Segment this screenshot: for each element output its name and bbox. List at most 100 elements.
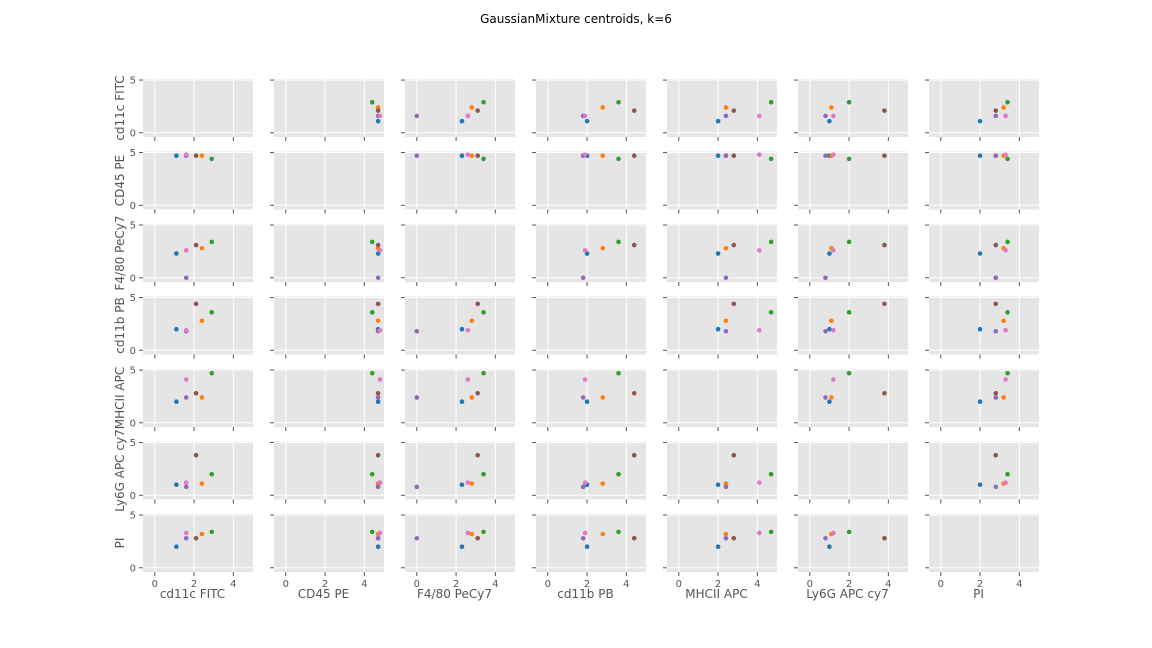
centroid-point bbox=[465, 327, 471, 333]
panel-background bbox=[274, 151, 384, 210]
panel-cd45-pe-vs-cd11b-pb bbox=[532, 151, 646, 214]
centroid-point bbox=[977, 482, 983, 488]
x-tick-label: 2 bbox=[322, 579, 328, 590]
centroid-point bbox=[375, 390, 381, 396]
centroid-point bbox=[723, 329, 729, 334]
centroid-point bbox=[823, 395, 828, 400]
centroid-point bbox=[582, 152, 588, 157]
centroid-point bbox=[882, 390, 887, 396]
centroid-point bbox=[414, 113, 420, 119]
centroid-point bbox=[715, 251, 721, 256]
panel-pi-vs-cd45-pe: 0 2 4 bbox=[270, 514, 384, 590]
panel-pi-vs-cd11b-pb: 0 2 4 bbox=[532, 514, 646, 590]
x-tick-label: 2 bbox=[715, 579, 721, 590]
centroid-point bbox=[768, 156, 774, 162]
centroid-point bbox=[584, 544, 590, 549]
centroid-point bbox=[723, 245, 729, 251]
centroid-point bbox=[193, 301, 199, 307]
panel-f4-80-pecy7-vs-cd11c-fitc: 05 bbox=[130, 221, 253, 286]
y-tick-label: 5 bbox=[130, 366, 136, 377]
y-tick-label: 5 bbox=[130, 511, 136, 522]
centroid-point bbox=[183, 327, 189, 333]
panel-background bbox=[536, 296, 646, 355]
panel-ly6g-apc-cy7-vs-f4-80-pecy7 bbox=[401, 441, 515, 504]
centroid-point bbox=[823, 275, 828, 281]
centroid-point bbox=[375, 275, 381, 281]
centroid-point bbox=[616, 156, 621, 162]
centroid-point bbox=[193, 242, 199, 248]
panel-background bbox=[929, 296, 1039, 355]
centroid-point bbox=[377, 327, 383, 333]
y-tick-label: 5 bbox=[130, 148, 136, 159]
centroid-point bbox=[1005, 239, 1010, 245]
centroid-point bbox=[757, 152, 762, 157]
y-axis-label-cd11c-fitc: cd11c FITC bbox=[113, 75, 127, 140]
x-tick-label: 4 bbox=[754, 579, 760, 590]
x-axis-label-f4-80-pecy7: F4/80 PeCy7 bbox=[417, 587, 492, 601]
panel-background bbox=[143, 296, 253, 355]
panel-f4-80-pecy7-vs-cd45-pe bbox=[270, 224, 384, 286]
centroid-point bbox=[600, 395, 606, 400]
centroid-point bbox=[831, 152, 836, 157]
centroid-point bbox=[846, 370, 852, 376]
centroid-point bbox=[375, 118, 381, 124]
panel-cd11c-fitc-vs-pi bbox=[925, 79, 1039, 141]
centroid-point bbox=[846, 310, 852, 315]
centroid-point bbox=[375, 399, 381, 404]
centroid-point bbox=[582, 530, 588, 536]
centroid-point bbox=[723, 535, 729, 541]
panel-f4-80-pecy7-vs-pi bbox=[925, 224, 1039, 286]
panel-cd11c-fitc-vs-ly6g-apc-cy7 bbox=[794, 79, 908, 141]
centroid-point bbox=[829, 395, 834, 400]
panel-cd11b-pb-vs-cd45-pe bbox=[270, 296, 384, 359]
centroid-point bbox=[193, 452, 199, 458]
centroid-point bbox=[1005, 370, 1010, 376]
panel-cd11c-fitc-vs-mhcii-apc bbox=[663, 79, 777, 141]
centroid-point bbox=[369, 310, 375, 315]
x-tick-label: 0 bbox=[676, 579, 682, 590]
centroid-point bbox=[193, 390, 199, 396]
centroid-point bbox=[481, 156, 486, 162]
centroid-point bbox=[993, 452, 999, 458]
centroid-point bbox=[375, 484, 381, 490]
panel-ly6g-apc-cy7-vs-cd11b-pb bbox=[532, 441, 646, 504]
centroid-point bbox=[375, 395, 381, 400]
centroid-point bbox=[465, 377, 471, 382]
centroid-point bbox=[183, 530, 189, 536]
centroid-point bbox=[829, 318, 834, 324]
x-tick-label: 0 bbox=[283, 579, 289, 590]
centroid-point bbox=[1001, 318, 1006, 324]
centroid-point bbox=[199, 481, 205, 486]
panel-cd11b-pb-vs-pi bbox=[925, 296, 1039, 359]
centroid-point bbox=[731, 452, 737, 458]
centroid-point bbox=[459, 326, 465, 332]
centroid-point bbox=[827, 326, 832, 332]
centroid-point bbox=[174, 544, 179, 549]
centroid-point bbox=[600, 481, 606, 486]
centroid-point bbox=[481, 99, 486, 105]
centroid-point bbox=[375, 242, 381, 248]
centroid-point bbox=[731, 301, 737, 307]
centroid-point bbox=[831, 113, 836, 119]
panel-background bbox=[536, 514, 646, 572]
centroid-point bbox=[481, 471, 486, 477]
centroid-point bbox=[469, 531, 475, 537]
centroid-point bbox=[993, 301, 999, 307]
centroid-point bbox=[723, 153, 729, 159]
panel-background bbox=[143, 514, 253, 572]
panel-mhcii-apc-vs-ly6g-apc-cy7 bbox=[794, 369, 908, 431]
centroid-point bbox=[723, 275, 729, 281]
x-tick-label: 2 bbox=[846, 579, 852, 590]
centroid-point bbox=[715, 153, 721, 159]
centroid-point bbox=[174, 326, 179, 332]
centroid-point bbox=[827, 251, 832, 256]
centroid-point bbox=[174, 399, 179, 404]
centroid-point bbox=[209, 156, 215, 162]
centroid-point bbox=[469, 395, 475, 400]
centroid-point bbox=[768, 239, 774, 245]
x-axis-label-mhcii-apc: MHCII APC bbox=[685, 587, 747, 601]
centroid-point bbox=[993, 395, 999, 400]
centroid-point bbox=[475, 390, 480, 396]
panel-ly6g-apc-cy7-vs-ly6g-apc-cy7 bbox=[794, 441, 908, 504]
centroid-point bbox=[993, 108, 999, 113]
